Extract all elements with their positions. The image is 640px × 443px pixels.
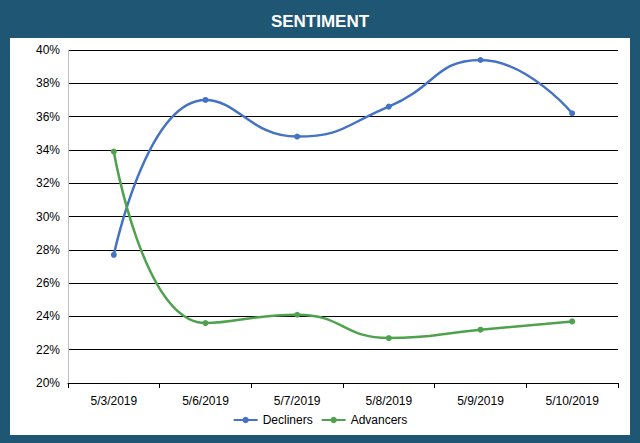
svg-text:5/3/2019: 5/3/2019 [90,394,137,408]
svg-text:5/6/2019: 5/6/2019 [182,394,229,408]
svg-text:5/7/2019: 5/7/2019 [274,394,321,408]
svg-text:26%: 26% [36,276,60,290]
svg-text:24%: 24% [36,309,60,323]
svg-text:40%: 40% [36,43,60,57]
svg-text:32%: 32% [36,176,60,190]
svg-text:34%: 34% [36,143,60,157]
svg-text:Advancers: Advancers [351,413,408,427]
svg-text:20%: 20% [36,376,60,390]
svg-text:SENTIMENT: SENTIMENT [271,12,370,31]
svg-text:22%: 22% [36,343,60,357]
svg-text:Decliners: Decliners [263,413,313,427]
svg-text:36%: 36% [36,110,60,124]
svg-text:5/9/2019: 5/9/2019 [457,394,504,408]
svg-text:28%: 28% [36,243,60,257]
svg-text:5/8/2019: 5/8/2019 [365,394,412,408]
svg-text:38%: 38% [36,76,60,90]
svg-text:5/10/2019: 5/10/2019 [545,394,599,408]
svg-text:30%: 30% [36,210,60,224]
